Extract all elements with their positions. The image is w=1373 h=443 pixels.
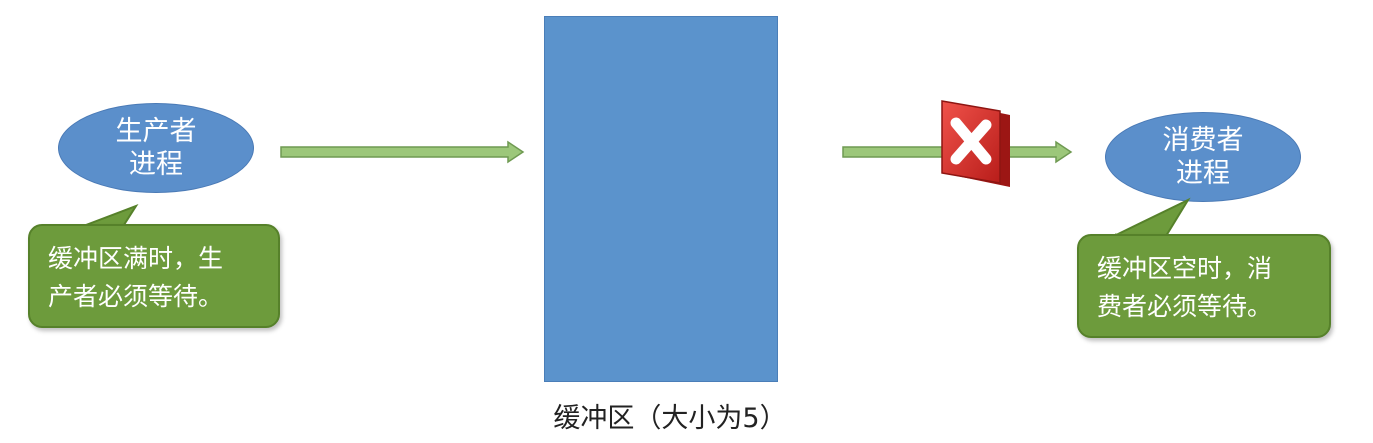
producer-label-line2: 进程 (129, 149, 183, 180)
buffer-rect (544, 16, 778, 382)
producer-label-line1: 生产者 (115, 116, 197, 147)
consumer-note-line1: 缓冲区空时，消 (1097, 254, 1273, 283)
red-x-icon (941, 100, 1010, 187)
buffer-label: 缓冲区（大小为5） (553, 403, 787, 434)
producer-process: 生产者 进程 (58, 103, 254, 193)
producer-note-line1: 缓冲区满时，生 (48, 244, 224, 273)
producer-callout: 缓冲区满时，生 产者必须等待。 (28, 224, 280, 328)
consumer-label-line1: 消费者 (1162, 125, 1244, 156)
consumer-label-line2: 进程 (1176, 158, 1230, 189)
consumer-process: 消费者 进程 (1105, 112, 1301, 202)
consumer-callout-tail (1113, 197, 1191, 237)
producer-to-buffer-arrow (280, 140, 525, 164)
producer-note-line2: 产者必须等待。 (48, 282, 224, 311)
consumer-note-line2: 费者必须等待。 (1097, 292, 1273, 321)
consumer-callout: 缓冲区空时，消 费者必须等待。 (1077, 234, 1331, 338)
